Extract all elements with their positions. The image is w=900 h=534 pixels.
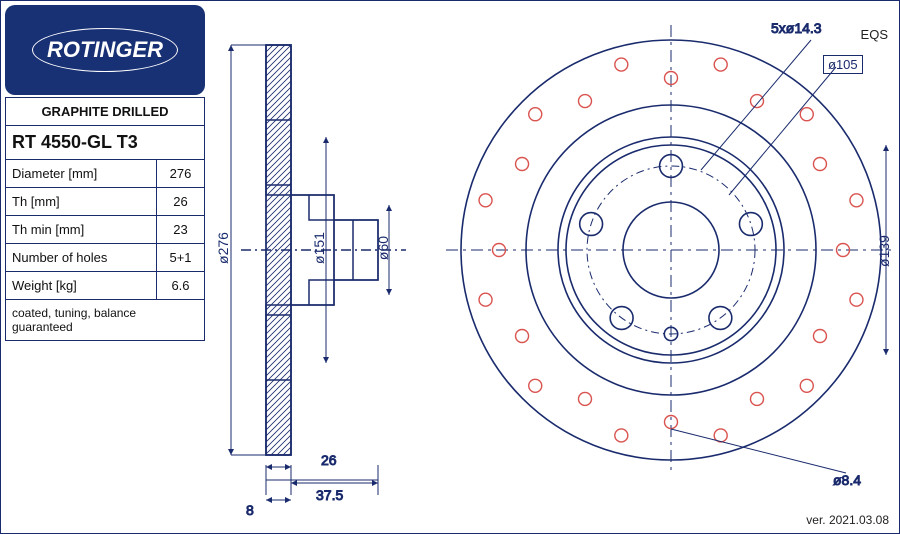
technical-drawing: 8 37.5 26 5xø14.3 bbox=[211, 5, 896, 530]
brand-name: ROTINGER bbox=[32, 28, 178, 72]
spec-val-holes: 5+1 bbox=[157, 244, 205, 272]
spec-val-weight: 6.6 bbox=[157, 272, 205, 300]
dim-bolts: 5xø14.3 bbox=[771, 20, 822, 36]
side-view bbox=[241, 45, 406, 455]
dim-w37: 37.5 bbox=[316, 487, 343, 503]
spec-label-diameter: Diameter [mm] bbox=[6, 160, 157, 188]
spec-label-holes: Number of holes bbox=[6, 244, 157, 272]
dim-w26: 26 bbox=[321, 452, 337, 468]
dim-w8: 8 bbox=[246, 502, 254, 518]
part-number: RT 4550-GL T3 bbox=[6, 126, 205, 160]
drawing-area: 8 37.5 26 5xø14.3 bbox=[211, 5, 896, 530]
dim-extra: ø8.4 bbox=[833, 472, 861, 488]
spec-table: GRAPHITE DRILLED RT 4550-GL T3 Diameter … bbox=[5, 97, 205, 341]
spec-val-th: 26 bbox=[157, 188, 205, 216]
spec-label-th: Th [mm] bbox=[6, 188, 157, 216]
spec-label-weight: Weight [kg] bbox=[6, 272, 157, 300]
product-line: GRAPHITE DRILLED bbox=[6, 98, 205, 126]
front-view bbox=[446, 25, 896, 475]
spec-note: coated, tuning, balance guaranteed bbox=[6, 300, 205, 341]
brand-logo: ROTINGER bbox=[5, 5, 205, 95]
spec-val-diameter: 276 bbox=[157, 160, 205, 188]
spec-val-thmin: 23 bbox=[157, 216, 205, 244]
spec-label-thmin: Th min [mm] bbox=[6, 216, 157, 244]
